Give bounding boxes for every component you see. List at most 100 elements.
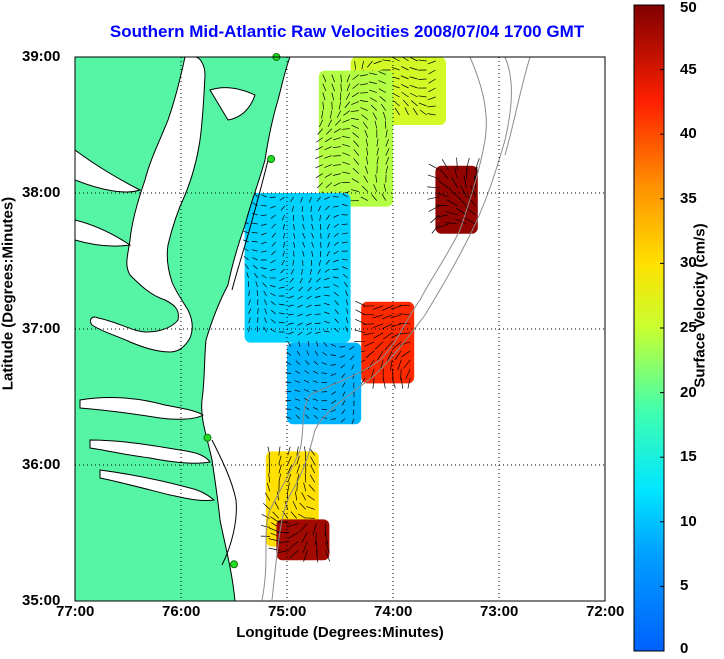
velocity-vector	[269, 527, 281, 533]
velocity-vector	[382, 323, 393, 329]
velocity-vector	[445, 211, 458, 216]
velocity-vector	[325, 550, 331, 562]
velocity-vector	[271, 250, 276, 256]
velocity-vector	[342, 119, 350, 123]
velocity-vector	[341, 232, 348, 235]
velocity-vector	[270, 516, 281, 524]
velocity-vector	[361, 185, 369, 192]
y-tick-label: 39:00	[22, 48, 61, 65]
velocity-vector	[278, 312, 285, 315]
velocity-vector	[316, 277, 321, 283]
velocity-vector	[297, 313, 303, 317]
colorbar-tick-label: 20	[680, 383, 697, 401]
velocity-vector	[332, 155, 341, 157]
velocity-vector	[427, 60, 436, 65]
velocity-vector	[331, 92, 335, 101]
velocity-vector	[261, 232, 267, 236]
velocity-vector	[243, 230, 249, 234]
velocity-vector	[427, 113, 436, 116]
velocity-vector	[272, 511, 280, 519]
velocity-vector	[382, 377, 386, 389]
velocity-vector	[302, 250, 305, 257]
velocity-vector	[257, 308, 259, 315]
velocity-vector	[352, 167, 360, 174]
velocity-vector	[302, 241, 306, 248]
velocity-vector	[260, 525, 270, 528]
velocity-vector	[306, 295, 312, 300]
velocity-vector	[295, 370, 301, 374]
velocity-vector	[324, 164, 332, 168]
grid-lines	[75, 57, 605, 601]
velocity-vector	[296, 482, 298, 492]
y-tick-label: 35:00	[22, 592, 61, 609]
velocity-vector	[436, 192, 449, 198]
velocity-vector	[263, 290, 267, 297]
velocity-vector	[418, 59, 427, 62]
velocity-vector	[324, 268, 330, 273]
station-marker	[230, 560, 238, 569]
velocity-vector	[410, 92, 418, 98]
velocity-vector	[294, 389, 301, 392]
velocity-vector	[261, 274, 267, 279]
velocity-vector	[310, 465, 316, 474]
velocity-vector	[355, 318, 366, 325]
velocity-vector	[333, 259, 339, 263]
velocity-vector	[244, 264, 249, 270]
map-title: Southern Mid-Atlantic Raw Velocities 200…	[109, 22, 585, 41]
velocity-vector	[403, 359, 411, 369]
velocity-vector	[314, 295, 321, 298]
velocity-vector	[271, 241, 276, 247]
velocity-vector	[303, 397, 310, 401]
velocity-vector	[404, 107, 409, 116]
velocity-vector	[400, 377, 404, 389]
velocity-vector	[264, 317, 267, 324]
velocity-vector	[269, 268, 276, 271]
velocity-vector	[464, 217, 476, 225]
velocity-vector	[329, 110, 333, 119]
velocity-vector	[457, 196, 467, 207]
velocity-vector	[327, 119, 333, 127]
velocity-vector	[355, 309, 366, 316]
velocity-vector	[308, 277, 312, 284]
velocity-vector	[351, 364, 355, 370]
velocity-vector	[466, 166, 468, 179]
velocity-vector	[436, 223, 449, 229]
velocity-vector	[305, 360, 310, 365]
velocity-vector	[264, 308, 267, 315]
velocity-vector	[297, 304, 303, 308]
velocity-vector	[448, 187, 458, 198]
velocity-vector	[281, 259, 285, 266]
velocity-vector	[330, 373, 337, 376]
velocity-vector	[327, 232, 330, 239]
velocity-vector	[385, 148, 390, 156]
velocity-vector	[301, 268, 303, 275]
velocity-vector	[251, 249, 258, 252]
velocity-vector	[342, 273, 348, 279]
velocity-vector	[252, 257, 258, 261]
velocity-vector	[393, 100, 400, 107]
velocity-vector	[353, 149, 360, 156]
velocity-vector	[399, 304, 411, 307]
velocity-vector	[303, 379, 310, 383]
velocity-vector	[288, 286, 294, 291]
velocity-vector	[473, 175, 476, 188]
velocity-vector	[390, 323, 402, 328]
velocity-vector	[277, 520, 290, 524]
velocity-vector	[287, 482, 290, 492]
velocity-vector	[268, 547, 281, 551]
velocity-vector	[427, 196, 440, 200]
velocity-vector	[308, 484, 316, 492]
y-tick-label: 37:00	[22, 320, 61, 337]
velocity-vector	[344, 281, 348, 288]
velocity-vector	[400, 66, 409, 71]
velocity-vector	[324, 311, 330, 315]
velocity-vector	[374, 341, 384, 350]
velocity-vector	[303, 482, 307, 492]
velocity-vector	[339, 346, 346, 348]
velocity-vector	[285, 361, 292, 365]
velocity-vector	[321, 408, 328, 410]
velocity-vector	[280, 205, 285, 211]
velocity-vector	[297, 322, 303, 326]
velocity-vector	[428, 205, 440, 212]
velocity-vector	[278, 321, 285, 324]
